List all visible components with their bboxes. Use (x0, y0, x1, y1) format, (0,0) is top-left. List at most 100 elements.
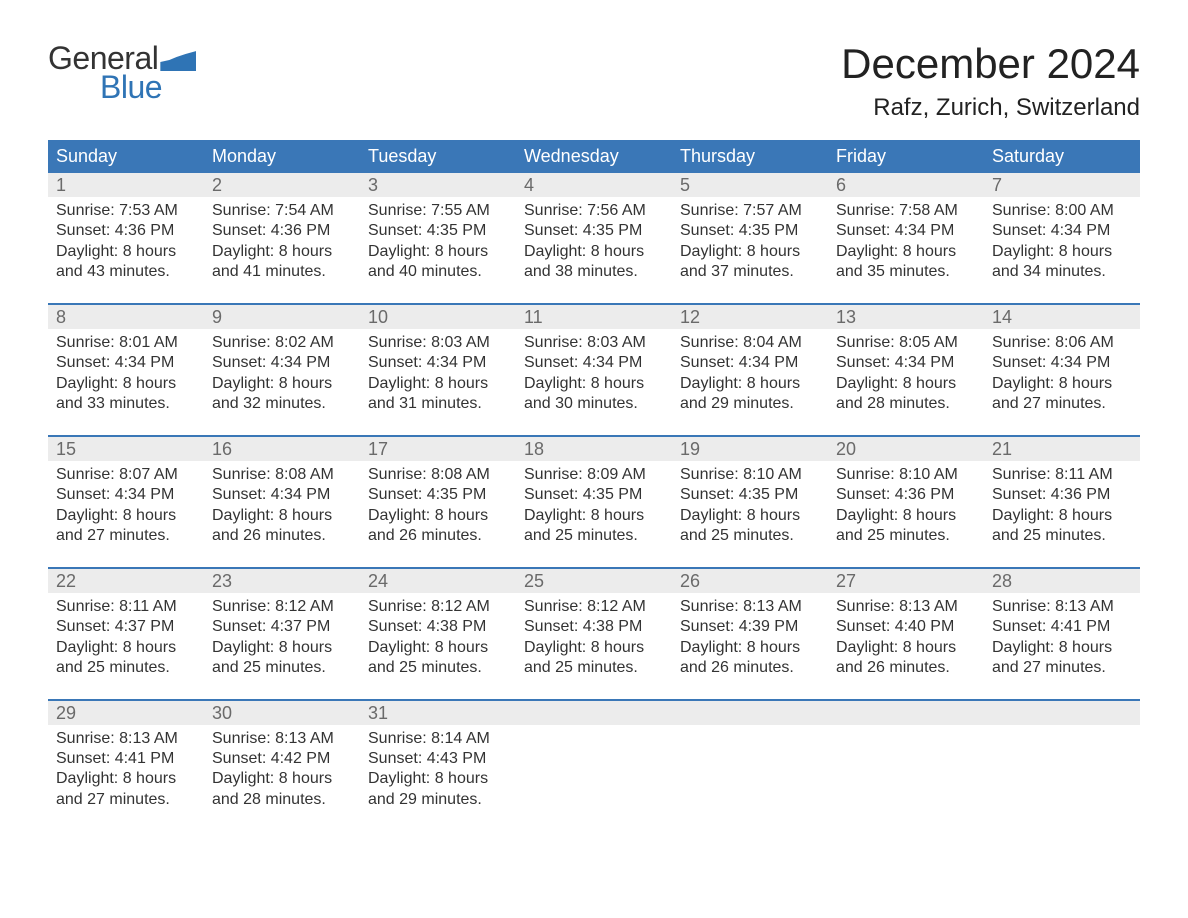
detail-cell: Sunrise: 8:06 AMSunset: 4:34 PMDaylight:… (984, 329, 1140, 421)
day2-text: and 29 minutes. (368, 790, 508, 810)
day2-text: and 40 minutes. (368, 262, 508, 282)
sunset-text: Sunset: 4:42 PM (212, 749, 352, 769)
date-cell: 25 (516, 569, 672, 593)
sunset-text: Sunset: 4:34 PM (992, 221, 1132, 241)
sunrise-text: Sunrise: 7:55 AM (368, 201, 508, 221)
date-cell: 17 (360, 437, 516, 461)
detail-cell: Sunrise: 8:10 AMSunset: 4:36 PMDaylight:… (828, 461, 984, 553)
day1-text: Daylight: 8 hours (368, 638, 508, 658)
day1-text: Daylight: 8 hours (680, 638, 820, 658)
dayname: Tuesday (360, 140, 516, 173)
sunset-text: Sunset: 4:34 PM (992, 353, 1132, 373)
sunset-text: Sunset: 4:35 PM (368, 485, 508, 505)
date-cell: 14 (984, 305, 1140, 329)
day2-text: and 26 minutes. (680, 658, 820, 678)
detail-cell: Sunrise: 8:11 AMSunset: 4:37 PMDaylight:… (48, 593, 204, 685)
date-cell: 7 (984, 173, 1140, 197)
date-bar: 15161718192021 (48, 437, 1140, 461)
sunset-text: Sunset: 4:35 PM (680, 221, 820, 241)
day1-text: Daylight: 8 hours (836, 638, 976, 658)
sunset-text: Sunset: 4:35 PM (524, 485, 664, 505)
detail-cell: Sunrise: 7:53 AMSunset: 4:36 PMDaylight:… (48, 197, 204, 289)
detail-row: Sunrise: 8:01 AMSunset: 4:34 PMDaylight:… (48, 329, 1140, 421)
day2-text: and 25 minutes. (992, 526, 1132, 546)
date-cell: 15 (48, 437, 204, 461)
detail-row: Sunrise: 8:13 AMSunset: 4:41 PMDaylight:… (48, 725, 1140, 817)
day2-text: and 27 minutes. (992, 658, 1132, 678)
date-cell: 30 (204, 701, 360, 725)
day1-text: Daylight: 8 hours (56, 506, 196, 526)
sunrise-text: Sunrise: 8:00 AM (992, 201, 1132, 221)
sunrise-text: Sunrise: 7:56 AM (524, 201, 664, 221)
date-cell: 28 (984, 569, 1140, 593)
detail-row: Sunrise: 7:53 AMSunset: 4:36 PMDaylight:… (48, 197, 1140, 289)
detail-cell: Sunrise: 8:02 AMSunset: 4:34 PMDaylight:… (204, 329, 360, 421)
day2-text: and 25 minutes. (56, 658, 196, 678)
date-cell: 3 (360, 173, 516, 197)
day1-text: Daylight: 8 hours (680, 506, 820, 526)
week-row: 891011121314Sunrise: 8:01 AMSunset: 4:34… (48, 303, 1140, 421)
sunset-text: Sunset: 4:35 PM (680, 485, 820, 505)
week-row: 22232425262728Sunrise: 8:11 AMSunset: 4:… (48, 567, 1140, 685)
detail-cell: Sunrise: 8:13 AMSunset: 4:39 PMDaylight:… (672, 593, 828, 685)
date-bar: 293031 (48, 701, 1140, 725)
sunset-text: Sunset: 4:38 PM (524, 617, 664, 637)
sunset-text: Sunset: 4:40 PM (836, 617, 976, 637)
detail-cell: Sunrise: 8:08 AMSunset: 4:35 PMDaylight:… (360, 461, 516, 553)
day1-text: Daylight: 8 hours (524, 638, 664, 658)
date-cell: 8 (48, 305, 204, 329)
detail-cell (516, 725, 672, 817)
detail-row: Sunrise: 8:11 AMSunset: 4:37 PMDaylight:… (48, 593, 1140, 685)
day2-text: and 25 minutes. (836, 526, 976, 546)
sunrise-text: Sunrise: 8:01 AM (56, 333, 196, 353)
detail-cell: Sunrise: 7:56 AMSunset: 4:35 PMDaylight:… (516, 197, 672, 289)
day1-text: Daylight: 8 hours (212, 242, 352, 262)
detail-cell: Sunrise: 8:13 AMSunset: 4:41 PMDaylight:… (984, 593, 1140, 685)
sunrise-text: Sunrise: 8:10 AM (836, 465, 976, 485)
sunset-text: Sunset: 4:36 PM (992, 485, 1132, 505)
detail-cell (672, 725, 828, 817)
sunset-text: Sunset: 4:41 PM (992, 617, 1132, 637)
day1-text: Daylight: 8 hours (56, 638, 196, 658)
detail-cell: Sunrise: 8:05 AMSunset: 4:34 PMDaylight:… (828, 329, 984, 421)
day2-text: and 25 minutes. (368, 658, 508, 678)
detail-cell (984, 725, 1140, 817)
sunrise-text: Sunrise: 8:04 AM (680, 333, 820, 353)
sunset-text: Sunset: 4:34 PM (836, 221, 976, 241)
week-row: 15161718192021Sunrise: 8:07 AMSunset: 4:… (48, 435, 1140, 553)
day1-text: Daylight: 8 hours (680, 374, 820, 394)
date-cell: 19 (672, 437, 828, 461)
date-cell (516, 701, 672, 725)
day1-text: Daylight: 8 hours (992, 374, 1132, 394)
date-cell: 23 (204, 569, 360, 593)
detail-cell: Sunrise: 8:10 AMSunset: 4:35 PMDaylight:… (672, 461, 828, 553)
dayname: Sunday (48, 140, 204, 173)
day1-text: Daylight: 8 hours (992, 506, 1132, 526)
date-cell: 9 (204, 305, 360, 329)
sunrise-text: Sunrise: 8:03 AM (524, 333, 664, 353)
day1-text: Daylight: 8 hours (368, 769, 508, 789)
sunset-text: Sunset: 4:39 PM (680, 617, 820, 637)
day2-text: and 28 minutes. (212, 790, 352, 810)
title-block: December 2024 Rafz, Zurich, Switzerland (841, 40, 1140, 122)
detail-cell: Sunrise: 8:12 AMSunset: 4:38 PMDaylight:… (360, 593, 516, 685)
day2-text: and 27 minutes. (56, 790, 196, 810)
day2-text: and 28 minutes. (836, 394, 976, 414)
detail-cell: Sunrise: 7:57 AMSunset: 4:35 PMDaylight:… (672, 197, 828, 289)
detail-cell: Sunrise: 8:08 AMSunset: 4:34 PMDaylight:… (204, 461, 360, 553)
day1-text: Daylight: 8 hours (56, 242, 196, 262)
date-bar: 1234567 (48, 173, 1140, 197)
day1-text: Daylight: 8 hours (212, 506, 352, 526)
sunset-text: Sunset: 4:34 PM (836, 353, 976, 373)
sunset-text: Sunset: 4:34 PM (524, 353, 664, 373)
date-cell: 6 (828, 173, 984, 197)
detail-cell: Sunrise: 8:03 AMSunset: 4:34 PMDaylight:… (516, 329, 672, 421)
date-cell: 1 (48, 173, 204, 197)
day1-text: Daylight: 8 hours (368, 242, 508, 262)
sunrise-text: Sunrise: 8:12 AM (524, 597, 664, 617)
sunset-text: Sunset: 4:34 PM (368, 353, 508, 373)
sunrise-text: Sunrise: 8:11 AM (56, 597, 196, 617)
sunrise-text: Sunrise: 7:58 AM (836, 201, 976, 221)
day1-text: Daylight: 8 hours (524, 242, 664, 262)
sunrise-text: Sunrise: 8:13 AM (56, 729, 196, 749)
